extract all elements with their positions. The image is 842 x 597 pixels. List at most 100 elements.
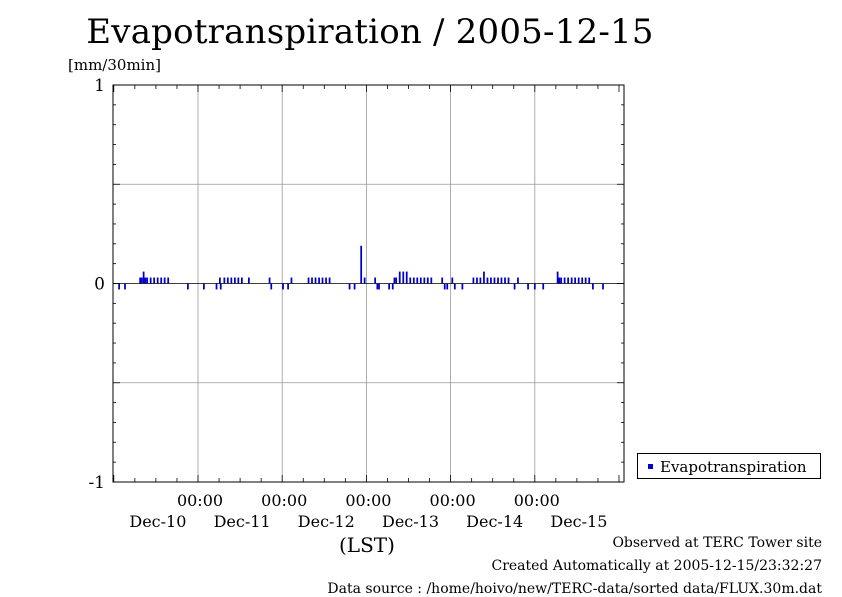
bar bbox=[556, 271, 559, 284]
bar bbox=[393, 277, 396, 284]
bar bbox=[443, 283, 446, 290]
bar bbox=[398, 271, 401, 284]
x-time-label: 00:00 bbox=[261, 491, 307, 510]
bar bbox=[142, 271, 145, 284]
y-unit-label: [mm/30min] bbox=[68, 56, 161, 74]
bar bbox=[160, 277, 163, 284]
bar bbox=[237, 277, 240, 284]
legend-swatch bbox=[648, 464, 653, 469]
bar bbox=[149, 277, 152, 284]
bar bbox=[287, 283, 289, 290]
bar bbox=[602, 283, 604, 290]
bar bbox=[472, 277, 475, 284]
x-date-label: Dec-11 bbox=[214, 512, 271, 531]
bar bbox=[409, 277, 412, 284]
bar bbox=[441, 277, 444, 284]
bar bbox=[311, 277, 313, 284]
bar bbox=[203, 283, 205, 290]
bar bbox=[167, 277, 170, 284]
bar bbox=[560, 277, 563, 284]
bar bbox=[570, 277, 573, 284]
x-axis-caption: (LST) bbox=[339, 533, 395, 557]
bar bbox=[268, 277, 271, 284]
bar bbox=[353, 283, 356, 290]
bar bbox=[314, 277, 317, 284]
bar bbox=[461, 283, 464, 290]
bar bbox=[223, 277, 226, 284]
bar bbox=[577, 277, 580, 284]
bar bbox=[391, 283, 394, 290]
bar bbox=[156, 277, 159, 284]
bar bbox=[426, 277, 429, 284]
bar bbox=[588, 277, 591, 284]
bar bbox=[558, 277, 561, 284]
bar bbox=[416, 277, 419, 284]
bar bbox=[405, 271, 408, 284]
y-tick-labels: 1 0 -1 bbox=[88, 76, 105, 493]
bar bbox=[230, 277, 233, 284]
bar bbox=[118, 283, 120, 290]
bar bbox=[451, 277, 454, 284]
bar bbox=[234, 277, 236, 284]
footer-created: Created Automatically at 2005-12-15/23:3… bbox=[491, 558, 822, 574]
x-time-label: 00:00 bbox=[430, 491, 476, 510]
bar bbox=[542, 283, 545, 290]
bar bbox=[430, 277, 433, 284]
x-time-label: 00:00 bbox=[177, 491, 223, 510]
bar bbox=[574, 277, 577, 284]
bar bbox=[533, 283, 536, 290]
bar bbox=[144, 277, 147, 284]
bar bbox=[500, 277, 503, 284]
bar bbox=[146, 277, 149, 284]
bar bbox=[395, 277, 398, 284]
x-date-label: Dec-15 bbox=[550, 512, 607, 531]
bar bbox=[153, 277, 156, 284]
bar bbox=[124, 283, 126, 290]
bar bbox=[187, 283, 189, 290]
bar bbox=[360, 245, 363, 284]
y-tick-label: 1 bbox=[94, 76, 105, 96]
y-tick-label: 0 bbox=[94, 275, 105, 295]
bar bbox=[388, 283, 391, 290]
bar bbox=[507, 277, 510, 284]
chart-title: Evapotranspiration / 2005-12-15 bbox=[86, 12, 654, 52]
bar bbox=[321, 277, 324, 284]
y-tick-label: -1 bbox=[88, 473, 105, 493]
bar bbox=[163, 277, 166, 284]
bar bbox=[270, 283, 273, 290]
bar bbox=[140, 277, 143, 284]
legend: Evapotranspiration bbox=[637, 453, 821, 479]
bar bbox=[226, 277, 229, 284]
bar bbox=[139, 277, 142, 284]
bar bbox=[567, 277, 570, 284]
bar bbox=[219, 277, 221, 284]
bar bbox=[307, 277, 310, 284]
bar bbox=[490, 277, 492, 284]
bar bbox=[378, 283, 380, 290]
bar bbox=[592, 283, 594, 290]
bar bbox=[446, 283, 449, 290]
bar bbox=[328, 277, 331, 284]
x-tick-labels: 00:00 00:00 00:00 00:00 00:00 Dec-10 Dec-11 Dec… bbox=[129, 491, 607, 531]
x-date-label: Dec-13 bbox=[382, 512, 439, 531]
bar bbox=[318, 277, 320, 284]
x-time-label: 00:00 bbox=[345, 491, 391, 510]
x-time-label: 00:00 bbox=[514, 491, 560, 510]
bar bbox=[402, 271, 405, 284]
x-date-label: Dec-12 bbox=[298, 512, 355, 531]
bar bbox=[282, 283, 284, 290]
bar bbox=[219, 283, 222, 290]
bar bbox=[240, 277, 243, 284]
x-date-label: Dec-10 bbox=[129, 512, 186, 531]
footer-source: Data source : /home/hoivo/new/TERC-data/… bbox=[327, 581, 822, 597]
bar bbox=[513, 283, 516, 290]
bar bbox=[453, 283, 456, 290]
axes bbox=[112, 84, 625, 483]
bar bbox=[476, 277, 478, 284]
bar bbox=[584, 277, 587, 284]
bar bbox=[374, 277, 377, 284]
bar bbox=[517, 277, 519, 284]
bar bbox=[348, 283, 351, 290]
bar bbox=[419, 277, 422, 284]
